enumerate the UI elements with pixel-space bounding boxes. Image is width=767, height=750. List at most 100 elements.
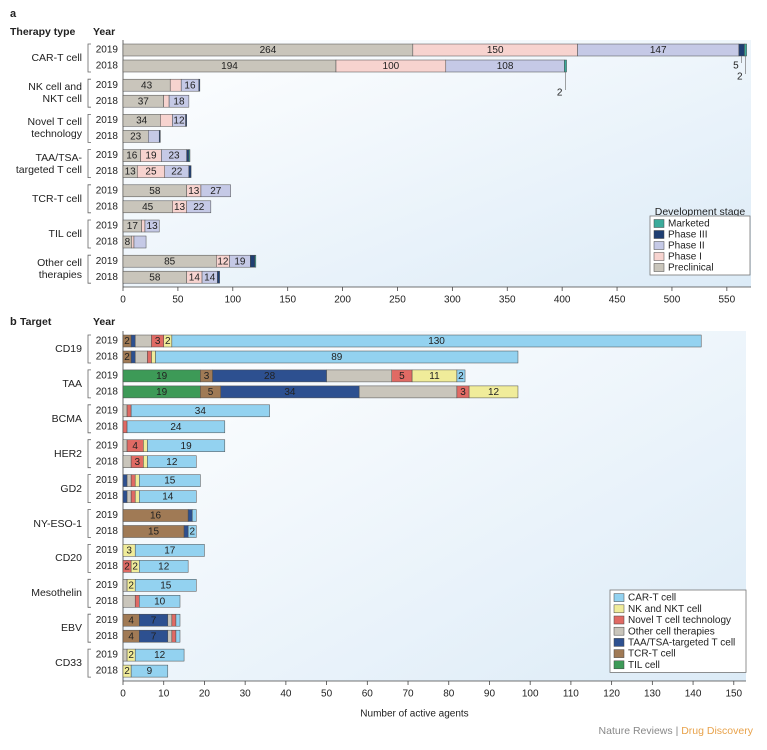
data-label: 17 (127, 221, 139, 232)
data-label: 28 (264, 371, 276, 382)
group-bracket (87, 43, 91, 73)
group-label: NK cell and NKT cell (28, 81, 82, 106)
data-label: 15 (148, 527, 160, 538)
bar-segment (126, 490, 132, 503)
data-label: 85 (164, 256, 176, 267)
data-label: 264 (260, 45, 277, 56)
year-header: Year (93, 316, 115, 328)
bar-segment (144, 219, 160, 233)
year-label: 2019 (96, 336, 119, 347)
legend-swatch (613, 615, 625, 625)
data-label: 89 (331, 352, 343, 363)
legend-swatch (613, 660, 625, 670)
legend-label: Other cell therapies (628, 626, 715, 637)
bar-segment (171, 629, 177, 643)
x-axis-title: Number of active agents (360, 709, 468, 720)
group-label: TIL cell (48, 228, 82, 240)
x-tick-label: 100 (224, 295, 241, 306)
bar-segment (171, 613, 177, 627)
bar-segment (134, 490, 140, 503)
separator: | (675, 725, 679, 737)
data-label: 19 (181, 441, 193, 452)
group-bracket (87, 334, 91, 364)
x-tick-label: 0 (120, 295, 126, 306)
legend-swatch (653, 241, 665, 250)
bar-segment (122, 439, 128, 452)
group-label: Novel T cell technology (27, 116, 82, 141)
group-label: TAA (62, 377, 82, 390)
group-label: Mesothelin (31, 587, 82, 600)
source: Nature Reviews | Drug Discovery (599, 725, 753, 737)
data-label: 8 (125, 237, 131, 248)
legend-label: TCR-T cell (628, 649, 676, 660)
bar-segment (122, 404, 128, 418)
group-bracket (87, 404, 91, 434)
bar-segment (134, 334, 152, 348)
x-tick-label: 60 (362, 689, 374, 700)
data-label: 4 (132, 441, 138, 452)
group-bracket (87, 509, 91, 538)
year-label: 2019 (96, 371, 119, 382)
data-label: 12 (166, 457, 178, 468)
x-tick-label: 450 (609, 295, 626, 306)
x-tick-label: 250 (389, 295, 406, 306)
bar-segment (744, 43, 747, 57)
group-label: TCR-T cell (32, 192, 82, 205)
data-label: 2 (165, 336, 171, 347)
group-header: Therapy type (10, 26, 76, 38)
legend-box (609, 589, 747, 673)
data-label: 19 (234, 256, 246, 267)
plot-background (123, 40, 751, 287)
year-label: 2019 (96, 510, 119, 521)
legend-swatch (653, 252, 665, 261)
year-label: 2019 (96, 615, 119, 626)
data-label: 19 (156, 387, 168, 398)
data-label: 14 (162, 492, 174, 503)
year-label: 2018 (96, 166, 119, 177)
legend-swatch (653, 219, 665, 228)
bar-segment (169, 78, 182, 92)
bar-segment (130, 334, 136, 348)
year-label: 2018 (96, 596, 119, 607)
x-tick-label: 500 (664, 295, 681, 306)
group-label: CD33 (55, 657, 82, 670)
data-label: 2 (128, 650, 134, 661)
data-label: 34 (136, 116, 148, 127)
data-label: 22 (171, 167, 183, 178)
data-label: 34 (284, 387, 296, 398)
group-bracket (87, 254, 91, 284)
year-label: 2018 (96, 272, 119, 283)
x-tick-label: 10 (158, 689, 170, 700)
data-label: 22 (193, 202, 205, 213)
data-label: 16 (126, 151, 138, 162)
group-header: Target (20, 316, 52, 328)
data-label: 25 (145, 167, 157, 178)
group-label: GD2 (60, 482, 82, 495)
year-label: 2019 (96, 405, 119, 416)
year-label: 2019 (96, 475, 119, 486)
data-label: 27 (210, 186, 222, 197)
bar-segment (122, 579, 128, 592)
year-label: 2018 (96, 96, 119, 107)
bar-segment (143, 455, 148, 468)
year-label: 2019 (96, 45, 119, 56)
bar-segment (139, 560, 189, 573)
data-label: 130 (428, 336, 445, 347)
year-label: 2018 (96, 352, 119, 363)
group-bracket (87, 219, 91, 249)
legend-label: Novel T cell technology (628, 615, 731, 626)
data-label: 12 (154, 650, 166, 661)
legend-label: Marketed (668, 219, 710, 230)
bar-segment (122, 455, 132, 468)
year-label: 2018 (96, 666, 119, 677)
x-tick-label: 100 (522, 689, 539, 700)
bar-segment (134, 595, 140, 608)
group-bracket (87, 439, 91, 469)
data-label: 13 (125, 167, 137, 178)
bar-segment (326, 369, 392, 383)
year-label: 2018 (96, 201, 119, 212)
legend-label: TIL cell (628, 660, 660, 671)
group-label: CAR-T cell (31, 52, 82, 64)
data-label: 9 (147, 666, 153, 677)
